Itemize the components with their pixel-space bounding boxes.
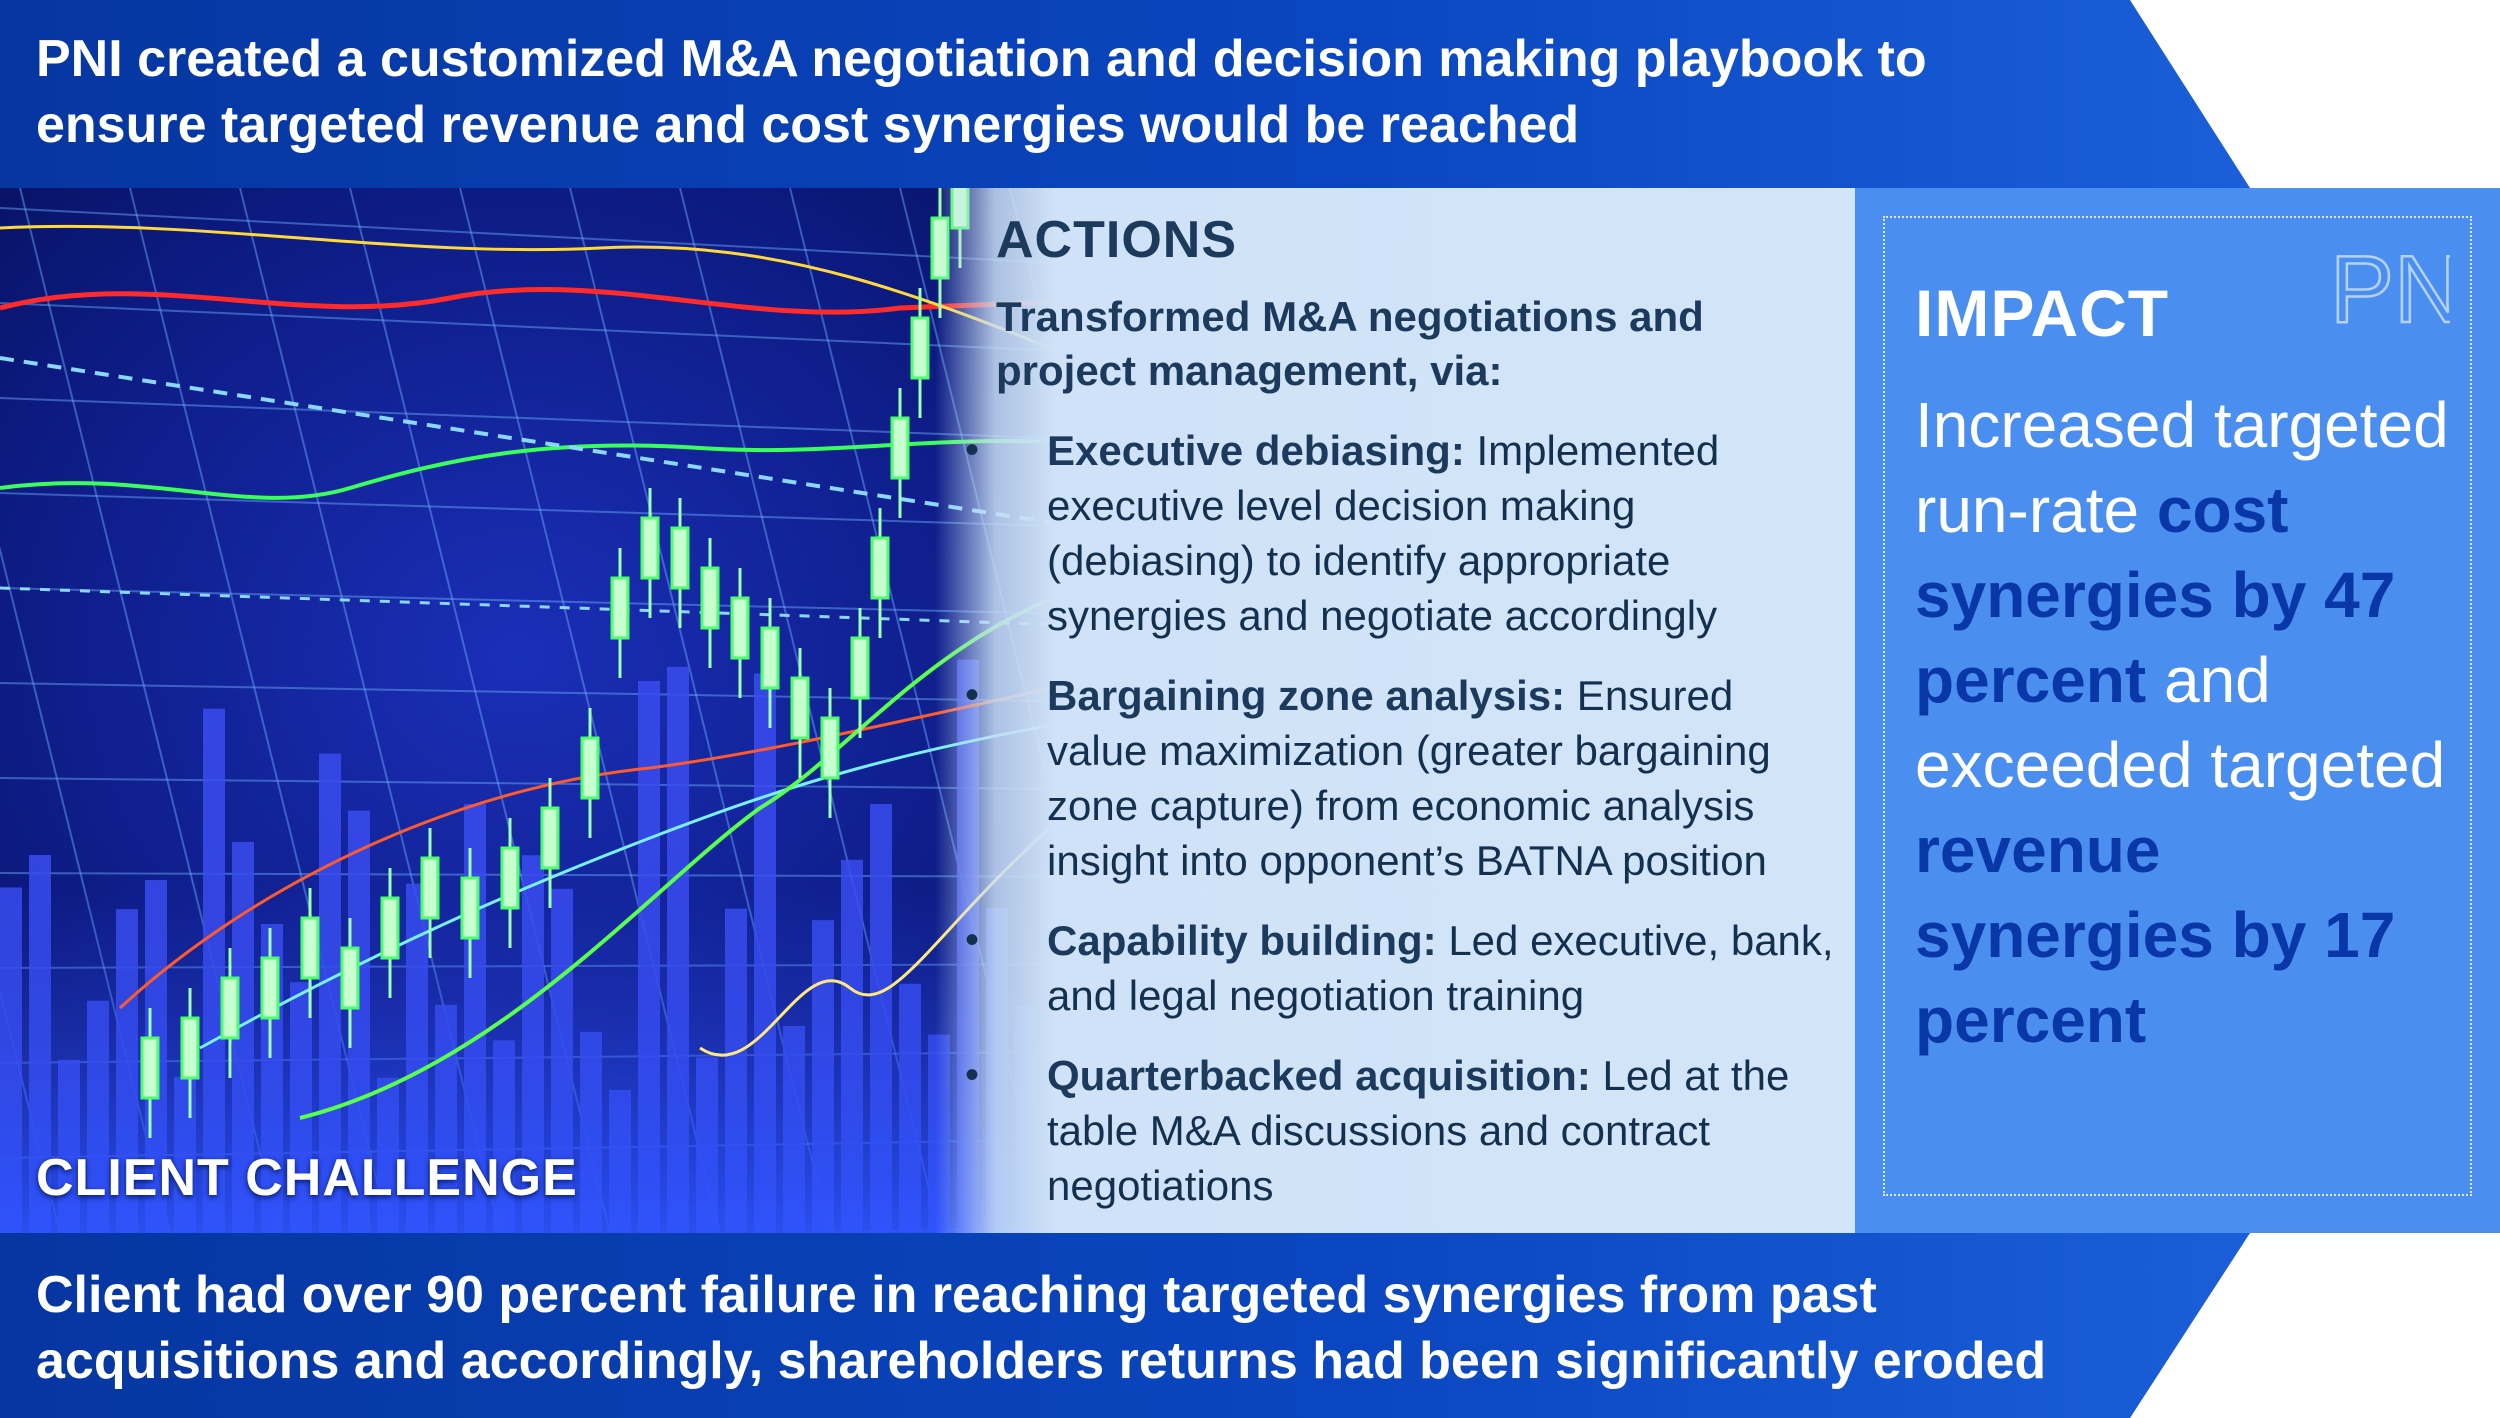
bullet-icon: • [965, 1053, 980, 1097]
impact-text-part-2: and exceeded targeted [1915, 644, 2446, 801]
impact-cost-synergies: cost synergies by 47 percent [1915, 474, 2396, 716]
headline-line-2: ensure targeted revenue and cost synergi… [36, 96, 1580, 154]
action-lead: Capability building: [1047, 917, 1437, 964]
action-lead: Quarterbacked acquisition: [1047, 1052, 1591, 1099]
impact-text-part-1: Increased targeted run-rate [1915, 389, 2449, 546]
actions-panel [935, 188, 1855, 1233]
action-lead: Bargaining zone analysis: [1047, 672, 1566, 719]
action-item-executive-debiasing: • Executive debiasing: Implemented execut… [965, 423, 1845, 643]
actions-list: • Executive debiasing: Implemented execut… [965, 423, 1845, 1238]
bottom-banner-shape [0, 1233, 2250, 1418]
impact-frame [1883, 216, 2472, 1196]
impact-text: Increased targeted run-rate cost synergi… [1915, 383, 2455, 1063]
action-item-quarterbacked-acquisition: • Quarterbacked acquisition: Led at the t… [965, 1048, 1845, 1213]
top-banner [0, 0, 2500, 188]
pni-logo-icon: PNi [2330, 235, 2450, 340]
client-challenge-text: Client had over 90 percent failure in re… [36, 1262, 2236, 1394]
action-text: Implemented executive level decision mak… [1047, 427, 1720, 639]
client-challenge-line-2: acquisitions and accordingly, shareholde… [36, 1332, 2047, 1390]
action-lead: Executive debiasing: [1047, 427, 1465, 474]
action-text: Led at the table M&A discussions and con… [1047, 1052, 1790, 1209]
impact-title: IMPACT [1915, 276, 2170, 350]
action-text: Led executive, bank, and legal negotiati… [1047, 917, 1834, 1019]
client-challenge-line-1: Client had over 90 percent failure in re… [36, 1266, 1877, 1324]
actions-intro: Transformed M&A negotiations and project… [996, 293, 1704, 394]
action-item-bargaining-zone: • Bargaining zone analysis: Ensured value… [965, 668, 1845, 888]
bullet-icon: • [965, 673, 980, 717]
bullet-icon: • [965, 428, 980, 472]
headline: PNI created a customized M&A negotiation… [36, 26, 2186, 158]
action-text: Ensured value maximization (greater barg… [1047, 672, 1771, 884]
svg-text:PNi: PNi [2330, 236, 2450, 340]
impact-panel [1855, 188, 2500, 1233]
bullet-icon: • [965, 918, 980, 962]
bottom-banner [0, 1233, 2500, 1418]
actions-title: ACTIONS [996, 211, 1237, 269]
impact-revenue-synergies: revenue synergies by 17 percent [1915, 814, 2396, 1056]
action-item-capability-building: • Capability building: Led executive, ban… [965, 913, 1845, 1023]
client-challenge-title: CLIENT CHALLENGE [36, 1149, 578, 1207]
headline-line-1: PNI created a customized M&A negotiation… [36, 30, 1927, 88]
top-banner-shape [0, 0, 2250, 188]
